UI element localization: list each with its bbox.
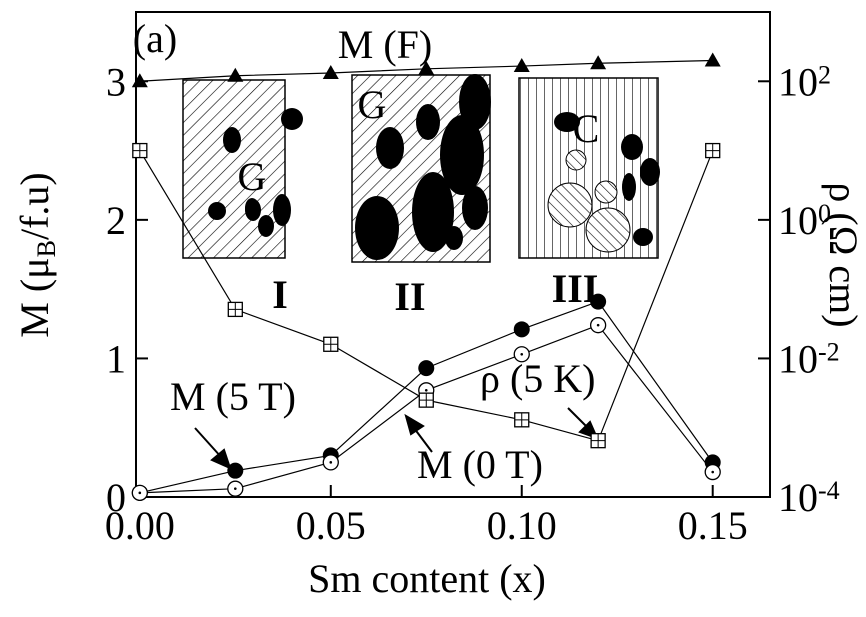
x-tick-label: 0.05 bbox=[296, 503, 366, 548]
filled-circle-marker bbox=[514, 321, 530, 337]
y-tick-label: 1 bbox=[106, 336, 126, 381]
y-tick-label: 2 bbox=[106, 198, 126, 243]
marker-dot bbox=[234, 487, 237, 490]
chart: Sm content (x) M (μB/f.u) ρ (Ω cm) 0.000… bbox=[0, 0, 866, 617]
annotation: II bbox=[394, 274, 425, 319]
triangle-marker bbox=[514, 58, 530, 72]
annotation: III bbox=[552, 266, 599, 311]
x-tick-label: 0.10 bbox=[487, 503, 557, 548]
triangle-marker bbox=[590, 55, 606, 69]
marker-dot bbox=[329, 461, 332, 464]
x-axis-label: Sm content (x) bbox=[308, 556, 546, 601]
triangle-marker bbox=[227, 68, 243, 82]
y2-tick-label: 102 bbox=[778, 59, 831, 104]
triangle-marker bbox=[705, 53, 721, 67]
annotation: I bbox=[272, 272, 288, 317]
x-tick-label: 0.15 bbox=[678, 503, 748, 548]
series-label: M (0 T) bbox=[417, 442, 543, 487]
annotation: (a) bbox=[133, 16, 177, 61]
y2-tick-label: 10-2 bbox=[778, 336, 840, 381]
y2-tick-label: 10-4 bbox=[778, 475, 840, 520]
series-label: M (5 T) bbox=[170, 374, 296, 419]
filled-circle-marker bbox=[227, 463, 243, 479]
series-label: M (F) bbox=[338, 22, 432, 67]
y-tick-label: 3 bbox=[106, 59, 126, 104]
marker-dot bbox=[711, 471, 714, 474]
series-label: ρ (5 K) bbox=[480, 356, 596, 401]
marker-dot bbox=[139, 492, 142, 495]
annotation: G bbox=[238, 154, 267, 199]
y-tick-label: 0 bbox=[106, 475, 126, 520]
annotation: C bbox=[573, 106, 600, 151]
annotation: G bbox=[358, 82, 387, 127]
marker-dot bbox=[425, 389, 428, 392]
filled-circle-marker bbox=[418, 360, 434, 376]
triangle-marker bbox=[323, 65, 339, 79]
marker-dot bbox=[597, 324, 600, 327]
y-axis-label: M (μB/f.u) bbox=[12, 172, 61, 337]
